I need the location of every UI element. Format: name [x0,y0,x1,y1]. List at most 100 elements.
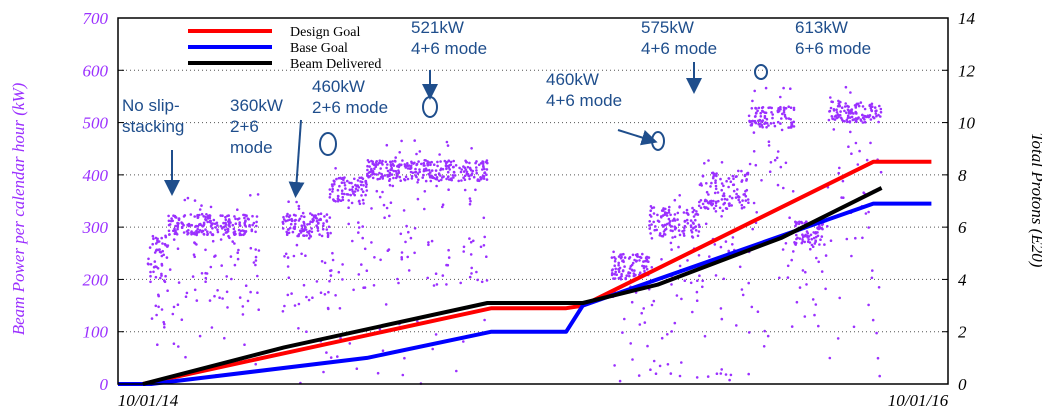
power-point [481,160,484,163]
power-point [813,313,816,317]
power-point [628,274,631,278]
power-point [641,252,644,256]
power-point [406,164,410,167]
power-point [782,111,786,114]
power-point [485,173,488,176]
power-point [613,277,617,280]
power-point [434,333,438,336]
power-point [639,256,643,260]
power-point [435,283,439,286]
power-point [826,225,829,228]
power-point [152,237,155,241]
power-point [168,233,171,236]
power-point [744,199,748,202]
power-point [642,307,645,310]
power-point [384,303,388,306]
power-point [256,291,259,295]
power-point [829,239,833,242]
power-point [417,160,420,163]
right-tick-label: 6 [958,218,967,237]
power-point [814,239,817,242]
power-point [767,140,771,143]
power-point [455,369,458,373]
series-line-beam-delivered [142,186,883,386]
power-point [779,105,782,109]
power-point [706,201,710,204]
power-point [382,203,386,207]
power-point [876,356,880,360]
power-point [286,219,289,222]
power-point [444,164,448,168]
power-point [374,161,378,164]
power-point [843,120,846,123]
power-point [232,227,236,231]
power-point [341,176,345,180]
power-point [751,227,754,231]
power-point [466,172,470,176]
power-point [701,202,705,206]
power-point [222,225,226,229]
power-point [154,236,158,240]
power-point [772,121,776,125]
right-axis-ticks: 0 2 4 6 8 10 12 14 [942,9,976,394]
power-point [762,345,766,348]
power-point [838,166,841,170]
power-point [649,209,652,212]
annotation-label: 460kW 4+6 mode [546,70,622,110]
power-point [477,163,481,167]
power-point [210,233,214,236]
power-point [227,218,231,221]
power-point [327,307,330,311]
power-point [742,206,746,209]
power-point [623,265,626,268]
power-point [379,258,382,262]
power-point [174,224,177,228]
power-point [325,220,329,223]
power-point [369,170,372,174]
power-point [216,289,219,292]
power-point [445,283,448,286]
power-point [302,220,306,224]
power-point [661,209,664,212]
power-point [238,224,242,228]
power-point [446,170,450,174]
power-point [360,188,364,191]
power-point [199,222,202,226]
power-point [256,193,260,196]
power-point [356,189,360,192]
power-point [422,168,426,171]
power-point [198,229,202,232]
power-point [237,217,241,220]
power-point [195,243,198,246]
power-point [805,220,808,224]
power-point [426,163,430,167]
power-point [722,203,725,206]
power-point [434,177,438,181]
power-point [196,225,200,228]
power-point [789,118,792,121]
power-point [160,274,163,277]
power-point [225,290,229,294]
power-point [236,208,239,211]
power-point [769,161,773,164]
power-point [701,279,704,283]
power-point [859,101,863,104]
power-point [172,305,176,309]
power-point [363,286,367,289]
power-point [759,111,762,115]
power-point [293,225,297,228]
power-point [782,86,785,90]
power-point [395,172,399,175]
power-point [699,206,703,210]
power-point [453,174,457,177]
power-point [677,229,681,232]
power-point [215,221,219,225]
power-point [614,267,617,271]
power-point [295,243,299,247]
power-point [347,199,351,202]
power-point [821,227,824,231]
power-point [149,280,152,284]
power-point [311,296,314,300]
power-point [761,125,764,129]
right-tick-label: 10 [958,114,976,133]
